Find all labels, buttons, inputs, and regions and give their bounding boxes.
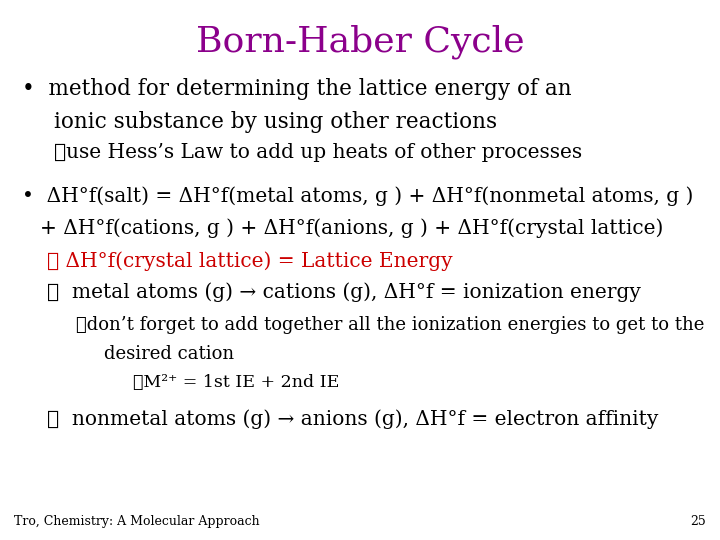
Text: ❖M²⁺ = 1st IE + 2nd IE: ❖M²⁺ = 1st IE + 2nd IE: [133, 374, 340, 390]
Text: ✓ ΔH°f(crystal lattice) = Lattice Energy: ✓ ΔH°f(crystal lattice) = Lattice Energy: [47, 251, 452, 271]
Text: desired cation: desired cation: [104, 345, 235, 362]
Text: ➤don’t forget to add together all the ionization energies to get to the: ➤don’t forget to add together all the io…: [76, 316, 704, 334]
Text: 25: 25: [690, 515, 706, 528]
Text: Tro, Chemistry: A Molecular Approach: Tro, Chemistry: A Molecular Approach: [14, 515, 260, 528]
Text: •  ΔH°f(salt) = ΔH°f(metal atoms, g ) + ΔH°f(nonmetal atoms, g ): • ΔH°f(salt) = ΔH°f(metal atoms, g ) + Δ…: [22, 186, 693, 206]
Text: Born-Haber Cycle: Born-Haber Cycle: [196, 24, 524, 59]
Text: ✓  metal atoms (g) → cations (g), ΔH°f = ionization energy: ✓ metal atoms (g) → cations (g), ΔH°f = …: [47, 282, 641, 302]
Text: ionic substance by using other reactions: ionic substance by using other reactions: [54, 111, 497, 133]
Text: + ΔH°f(cations, g ) + ΔH°f(anions, g ) + ΔH°f(crystal lattice): + ΔH°f(cations, g ) + ΔH°f(anions, g ) +…: [40, 219, 663, 238]
Text: ✓use Hess’s Law to add up heats of other processes: ✓use Hess’s Law to add up heats of other…: [54, 143, 582, 162]
Text: ✓  nonmetal atoms (g) → anions (g), ΔH°f = electron affinity: ✓ nonmetal atoms (g) → anions (g), ΔH°f …: [47, 409, 658, 429]
Text: •  method for determining the lattice energy of an: • method for determining the lattice ene…: [22, 78, 571, 100]
